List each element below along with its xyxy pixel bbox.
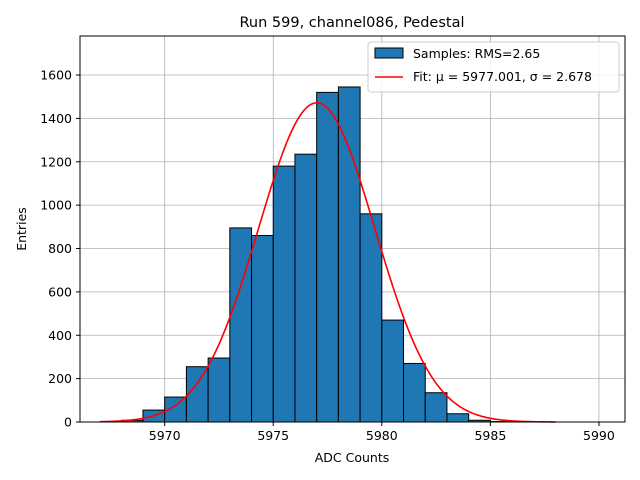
y-tick-label: 1000 [40,198,72,213]
histogram-bar [381,319,405,423]
plot-frame [79,35,626,423]
x-axis-label: ADC Counts [315,450,390,465]
legend-box [367,41,620,93]
x-tick-label: 5975 [257,428,289,443]
histogram-bar [272,165,296,423]
histogram-bar [446,413,470,423]
histogram-bar [424,392,448,423]
histogram-bar [403,362,426,423]
histogram-bar [337,86,361,423]
plot-area [79,35,626,423]
histogram-bar [359,213,383,423]
gaussian-fit-curve [99,101,556,423]
x-tick-label: 5970 [149,428,181,443]
histogram-bars [120,86,513,423]
histogram-bar [316,91,339,423]
fit-curve-layer [99,101,556,423]
histogram-bar [251,235,274,423]
y-axis-ticks: 0 200 400 600 800 1000 1200 1400 1600 [40,68,80,430]
y-axis-label: Entries [14,207,29,251]
chart-title: Run 599, channel086, Pedestal [239,15,464,31]
legend-histogram-label: Samples: RMS=2.65 [413,46,540,61]
y-tick-label: 1200 [40,154,72,169]
x-tick-label: 5980 [366,428,398,443]
legend-fit-label: Fit: μ = 5977.001, σ = 2.678 [413,69,592,84]
y-tick-label: 400 [48,328,72,343]
legend: Samples: RMS=2.65 Fit: μ = 5977.001, σ =… [367,41,620,93]
legend-histogram-swatch [374,47,404,59]
x-tick-label: 5990 [583,428,615,443]
y-tick-label: 600 [48,284,72,299]
y-tick-label: 1600 [40,68,72,83]
x-axis-ticks: 5970 5975 5980 5985 5990 [149,422,615,443]
y-tick-label: 800 [48,241,72,256]
histogram-bar [294,153,318,423]
histogram-bar [229,227,253,423]
y-tick-label: 1400 [40,111,72,126]
x-tick-label: 5985 [474,428,506,443]
histogram-bar [185,366,209,423]
y-tick-label: 200 [48,371,72,386]
y-tick-label: 0 [64,415,72,430]
histogram-bar [207,357,231,423]
